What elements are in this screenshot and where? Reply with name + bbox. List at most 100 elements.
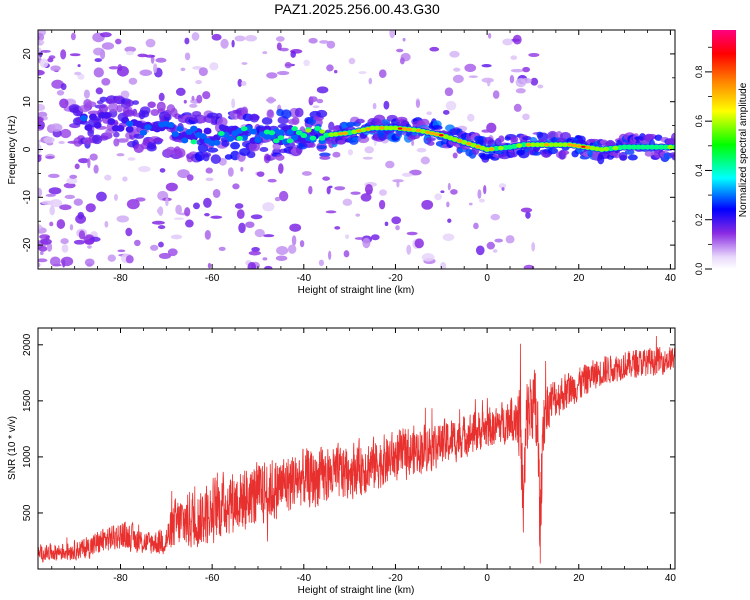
spectrogram-ridge-cell xyxy=(379,126,385,130)
spectrogram-noise-blob xyxy=(84,258,95,267)
x-tick-label: -80 xyxy=(113,573,128,584)
spectrogram-noise-blob xyxy=(385,160,395,169)
spectrogram-noise-blob xyxy=(362,237,371,249)
colorbar-tick-label: 0.0 xyxy=(694,263,704,276)
spectrogram-noise-blob xyxy=(93,47,105,56)
spectrogram-noise-blob xyxy=(389,30,396,39)
spectrogram-noise-blob xyxy=(347,149,354,156)
spectrogram-ridge-cell xyxy=(457,139,463,143)
spectrogram-noise-blob xyxy=(38,47,42,53)
spectrogram-ridge-cell xyxy=(566,143,573,147)
spectrogram-halo-blob xyxy=(319,152,331,157)
spectrogram-noise-blob xyxy=(84,239,95,245)
spectrogram-noise-blob xyxy=(332,151,341,158)
spectrogram-noise-blob xyxy=(343,250,350,258)
spectrogram-ridge-cell xyxy=(190,139,198,145)
spectrogram-halo-blob xyxy=(561,150,570,155)
spectrogram-halo-blob xyxy=(618,151,628,161)
x-tick-label: -60 xyxy=(205,273,220,284)
spectrogram-noise-blob xyxy=(38,224,43,230)
y-tick-label: 2000 xyxy=(22,333,33,356)
spectrogram-noise-blob xyxy=(328,250,332,260)
spectrogram-noise-blob xyxy=(104,220,109,228)
spectrogram-noise-blob xyxy=(77,211,85,220)
spectrogram-halo-blob xyxy=(577,135,586,144)
colorbar-label: Normalized spectral amplitude xyxy=(738,82,749,217)
spectrogram-noise-blob xyxy=(262,51,268,55)
spectrogram-noise-blob xyxy=(523,264,535,269)
y-tick-label: 500 xyxy=(22,504,33,521)
spectrogram-noise-blob xyxy=(244,35,258,42)
spectrogram-noise-blob xyxy=(447,218,452,223)
snr-frame xyxy=(37,327,676,570)
spectrogram-ridge-cell xyxy=(236,135,243,141)
spectrogram-ridge-cell xyxy=(387,125,394,131)
spectrogram-noise-blob xyxy=(429,46,440,52)
spectrogram-noise-blob xyxy=(284,61,292,69)
spectrogram-ridge-cell xyxy=(548,142,555,147)
spectrogram-noise-blob xyxy=(326,40,336,49)
spectrogram-halo-blob xyxy=(532,151,541,156)
snr-x-axis-label: Height of straight line (km) xyxy=(298,585,415,596)
spectrogram-noise-blob xyxy=(250,214,263,220)
spectrogram-ridge-cell xyxy=(199,133,207,140)
spectrogram-noise-blob xyxy=(151,220,165,225)
spectrogram-noise-blob xyxy=(486,78,491,87)
spectrogram-noise-blob xyxy=(396,48,404,53)
spectrogram-noise-blob xyxy=(276,245,289,255)
spectrogram-noise-blob xyxy=(372,102,377,110)
spectrogram-noise-blob xyxy=(421,253,435,262)
spectrogram-noise-blob xyxy=(452,152,458,159)
spectrogram-ridge-cell xyxy=(630,144,638,150)
spectrogram-noise-blob xyxy=(138,166,151,173)
spectrogram-noise-blob xyxy=(196,94,203,104)
spectrogram-halo-blob xyxy=(671,132,675,143)
spectrogram-halo-blob xyxy=(419,118,430,127)
spectrogram-noise-blob xyxy=(49,205,55,216)
spectrogram-noise-blob xyxy=(78,230,86,240)
spectrogram-noise-blob xyxy=(326,186,331,195)
spectrogram-halo-blob xyxy=(123,109,135,117)
snr-plot-area xyxy=(38,328,675,569)
spectrogram-noise-blob xyxy=(537,84,544,89)
spectrogram-noise-blob xyxy=(145,38,156,48)
colorbar-gradient-bar xyxy=(712,30,736,269)
spectrogram-noise-blob xyxy=(399,57,405,65)
spectrogram-ridge-cell xyxy=(342,131,348,135)
spectrogram-noise-blob xyxy=(531,242,536,252)
spectrogram-halo-blob xyxy=(261,117,273,125)
spectrogram-noise-blob xyxy=(175,204,183,215)
y-tick-label: 0 xyxy=(22,146,33,152)
spectrogram-noise-blob xyxy=(108,66,120,70)
spectrogram-halo-blob xyxy=(425,137,436,142)
spectrogram-noise-blob xyxy=(212,188,221,199)
spectrogram-ridge-cell xyxy=(657,144,665,150)
spectrogram-halo-blob xyxy=(345,121,356,127)
spectrogram-ridge-cell xyxy=(576,144,582,148)
spectrogram-noise-blob xyxy=(409,169,422,176)
spectrogram-noise-blob xyxy=(38,245,48,252)
snr-x-ticks: -80 -60 -40 -20 0 20 40 xyxy=(51,328,676,584)
spectrogram-noise-blob xyxy=(468,202,473,206)
spectrogram-ridge-cell xyxy=(497,146,504,151)
spectrogram-noise-blob xyxy=(165,182,178,192)
spectrogram-noise-blob xyxy=(60,128,72,139)
spectrogram-noise-blob xyxy=(248,250,261,256)
spectrogram-heatmap xyxy=(38,30,675,269)
spectrogram-halo-blob xyxy=(98,104,109,114)
spectrogram-noise-blob xyxy=(342,198,353,206)
spectrogram-noise-blob xyxy=(125,255,134,264)
spectrogram-noise-blob xyxy=(453,67,461,72)
spectrogram-noise-blob xyxy=(318,259,325,267)
spectrogram-noise-blob xyxy=(116,66,129,77)
spectrogram-noise-blob xyxy=(56,219,66,229)
spectrogram-noise-blob xyxy=(528,52,540,57)
spectrogram-ridge-cell xyxy=(290,134,299,141)
spectrogram-noise-blob xyxy=(93,67,104,78)
spectrogram-ridge-cell xyxy=(309,135,317,141)
colorbar-tick-label: 0.8 xyxy=(694,66,704,79)
snr-y-axis-label: SNR (10 * v/v) xyxy=(7,416,18,480)
spectrogram-noise-blob xyxy=(40,238,52,245)
spectrogram-ridge-cell xyxy=(612,146,619,151)
spectrogram-noise-blob xyxy=(38,258,48,263)
